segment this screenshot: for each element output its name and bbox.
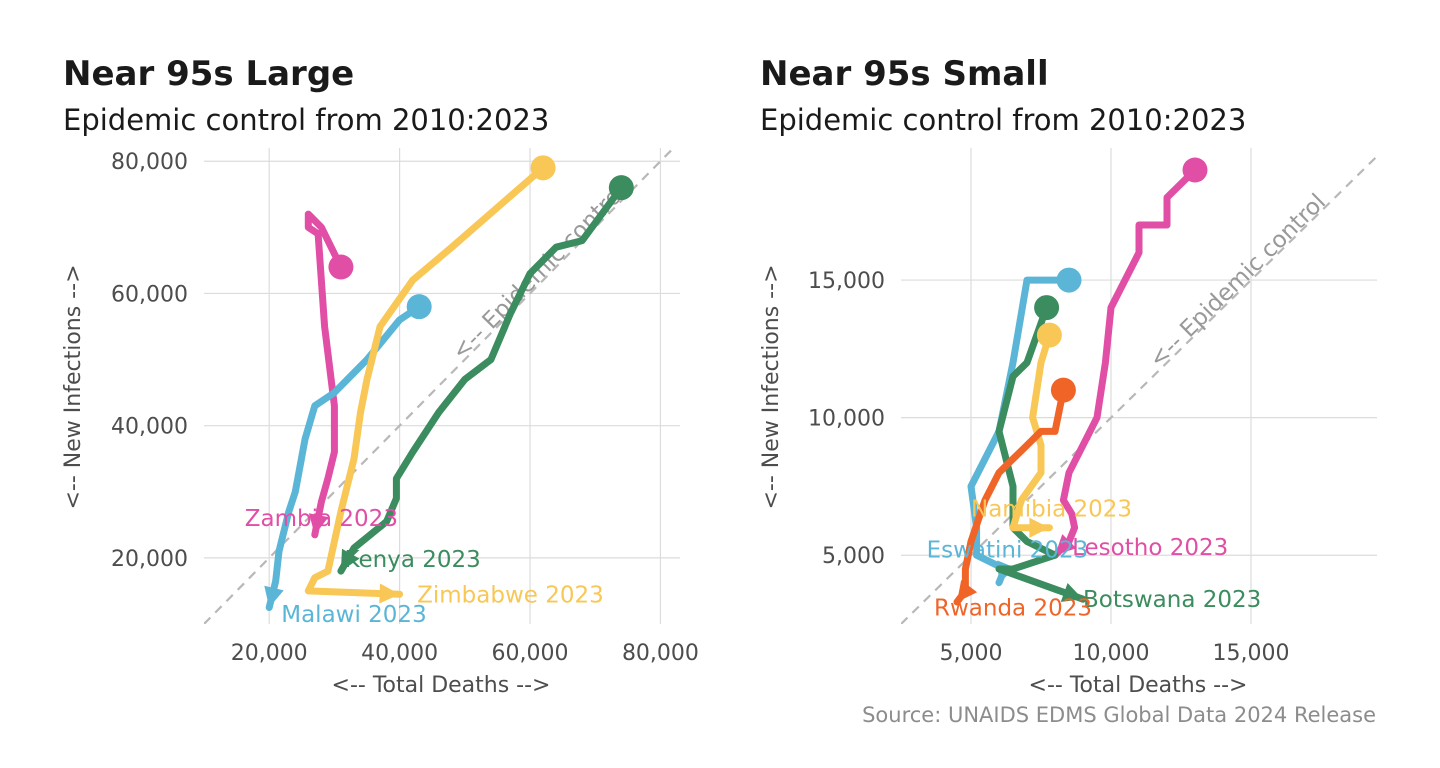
series-start-point-namibia: [1036, 322, 1062, 348]
series-right: [953, 157, 1208, 606]
series-start-point-malawi: [406, 294, 432, 320]
series-start-point-eswatini: [1056, 267, 1082, 293]
y-tick-label: 5,000: [822, 544, 885, 569]
y-axis-label-left: <-- New Infections -->: [61, 265, 86, 510]
series-end-arrow-rwanda: [957, 580, 978, 602]
series-line-lesotho: [1051, 166, 1199, 559]
series-label-namibia: Namibia 2023: [971, 496, 1132, 522]
source-caption: Source: UNAIDS EDMS Global Data 2024 Rel…: [862, 703, 1376, 727]
series-line-kenya: [337, 184, 625, 575]
series-start-point-lesotho: [1182, 157, 1208, 183]
series-label-zimbabwe: Zimbabwe 2023: [417, 582, 604, 608]
series-line-namibia: [1009, 331, 1053, 532]
chart-title-left: Near 95s Large: [63, 54, 354, 94]
control-label-right: <-- Epidemic control: [1145, 189, 1332, 373]
y-axis-label-right: <-- New Infections -->: [759, 265, 784, 510]
series-left: [264, 155, 634, 611]
series-label-botswana: Botswana 2023: [1083, 587, 1261, 613]
series-start-point-rwanda: [1050, 377, 1076, 403]
x-ticks-right: 5,000 10,000 15,000: [940, 641, 1290, 666]
x-axis-label-right: <-- Total Deaths -->: [1029, 673, 1248, 698]
y-tick-label: 60,000: [111, 282, 188, 307]
x-tick-label: 10,000: [1073, 641, 1150, 666]
chart-subtitle-right: Epidemic control from 2010:2023: [760, 103, 1246, 137]
series-end-arrow-zambia: [308, 513, 329, 535]
series-line-zimbabwe: [304, 164, 547, 598]
y-tick-label: 40,000: [111, 415, 188, 440]
series-start-point-botswana: [1034, 295, 1060, 321]
x-tick-label: 5,000: [940, 641, 1003, 666]
y-tick-label: 20,000: [111, 547, 188, 572]
series-label-malawi: Malawi 2023: [281, 602, 426, 628]
x-tick-label: 80,000: [622, 641, 699, 666]
gridlines-left: [204, 148, 680, 624]
series-start-point-kenya: [608, 175, 634, 201]
chart-subtitle-left: Epidemic control from 2010:2023: [63, 103, 549, 137]
x-tick-label: 15,000: [1213, 641, 1290, 666]
y-ticks-right: 5,000 10,000 15,000: [808, 269, 885, 569]
panel-left: Near 95s Large Epidemic control from 201…: [61, 54, 699, 698]
x-ticks-left: 20,000 40,000 60,000 80,000: [231, 641, 699, 666]
series-label-rwanda: Rwanda 2023: [934, 595, 1092, 621]
series-end-arrow-malawi: [264, 585, 284, 608]
y-tick-label: 80,000: [111, 150, 188, 175]
x-tick-label: 60,000: [492, 641, 569, 666]
series-line-rwanda: [953, 386, 1067, 606]
series-label-kenya: Kenya 2023: [345, 547, 481, 573]
panel-right: Near 95s Small Epidemic control from 201…: [759, 54, 1377, 698]
series-end-arrow-botswana: [1060, 583, 1083, 602]
chart-title-right: Near 95s Small: [760, 54, 1049, 94]
y-ticks-left: 20,000 40,000 60,000 80,000: [111, 150, 188, 572]
series-line-eswatini: [967, 276, 1073, 587]
x-tick-label: 40,000: [361, 641, 438, 666]
series-end-arrow-namibia: [1029, 517, 1050, 538]
series-end-arrow-zimbabwe: [379, 583, 400, 604]
control-line-right: [901, 154, 1377, 624]
series-end-arrow-lesotho: [1055, 534, 1077, 556]
series-labels-left: Zambia 2023 Kenya 2023 Malawi 2023Zimbabwe…: [245, 506, 604, 628]
series-label-zambia: Zambia 2023: [245, 506, 398, 532]
series-start-point-zimbabwe: [530, 155, 556, 181]
epidemic-control-line: [901, 154, 1377, 624]
x-axis-label-left: <-- Total Deaths -->: [332, 673, 551, 698]
series-end-arrow-kenya: [340, 548, 360, 572]
series-line-zambia: [304, 210, 345, 539]
series-label-lesotho: Lesotho 2023: [1072, 535, 1228, 561]
series-start-point-zambia: [328, 254, 354, 280]
x-tick-label: 20,000: [231, 641, 308, 666]
series-label-eswatini: Eswatini 2023: [927, 538, 1089, 564]
y-tick-label: 10,000: [808, 407, 885, 432]
y-tick-label: 15,000: [808, 269, 885, 294]
